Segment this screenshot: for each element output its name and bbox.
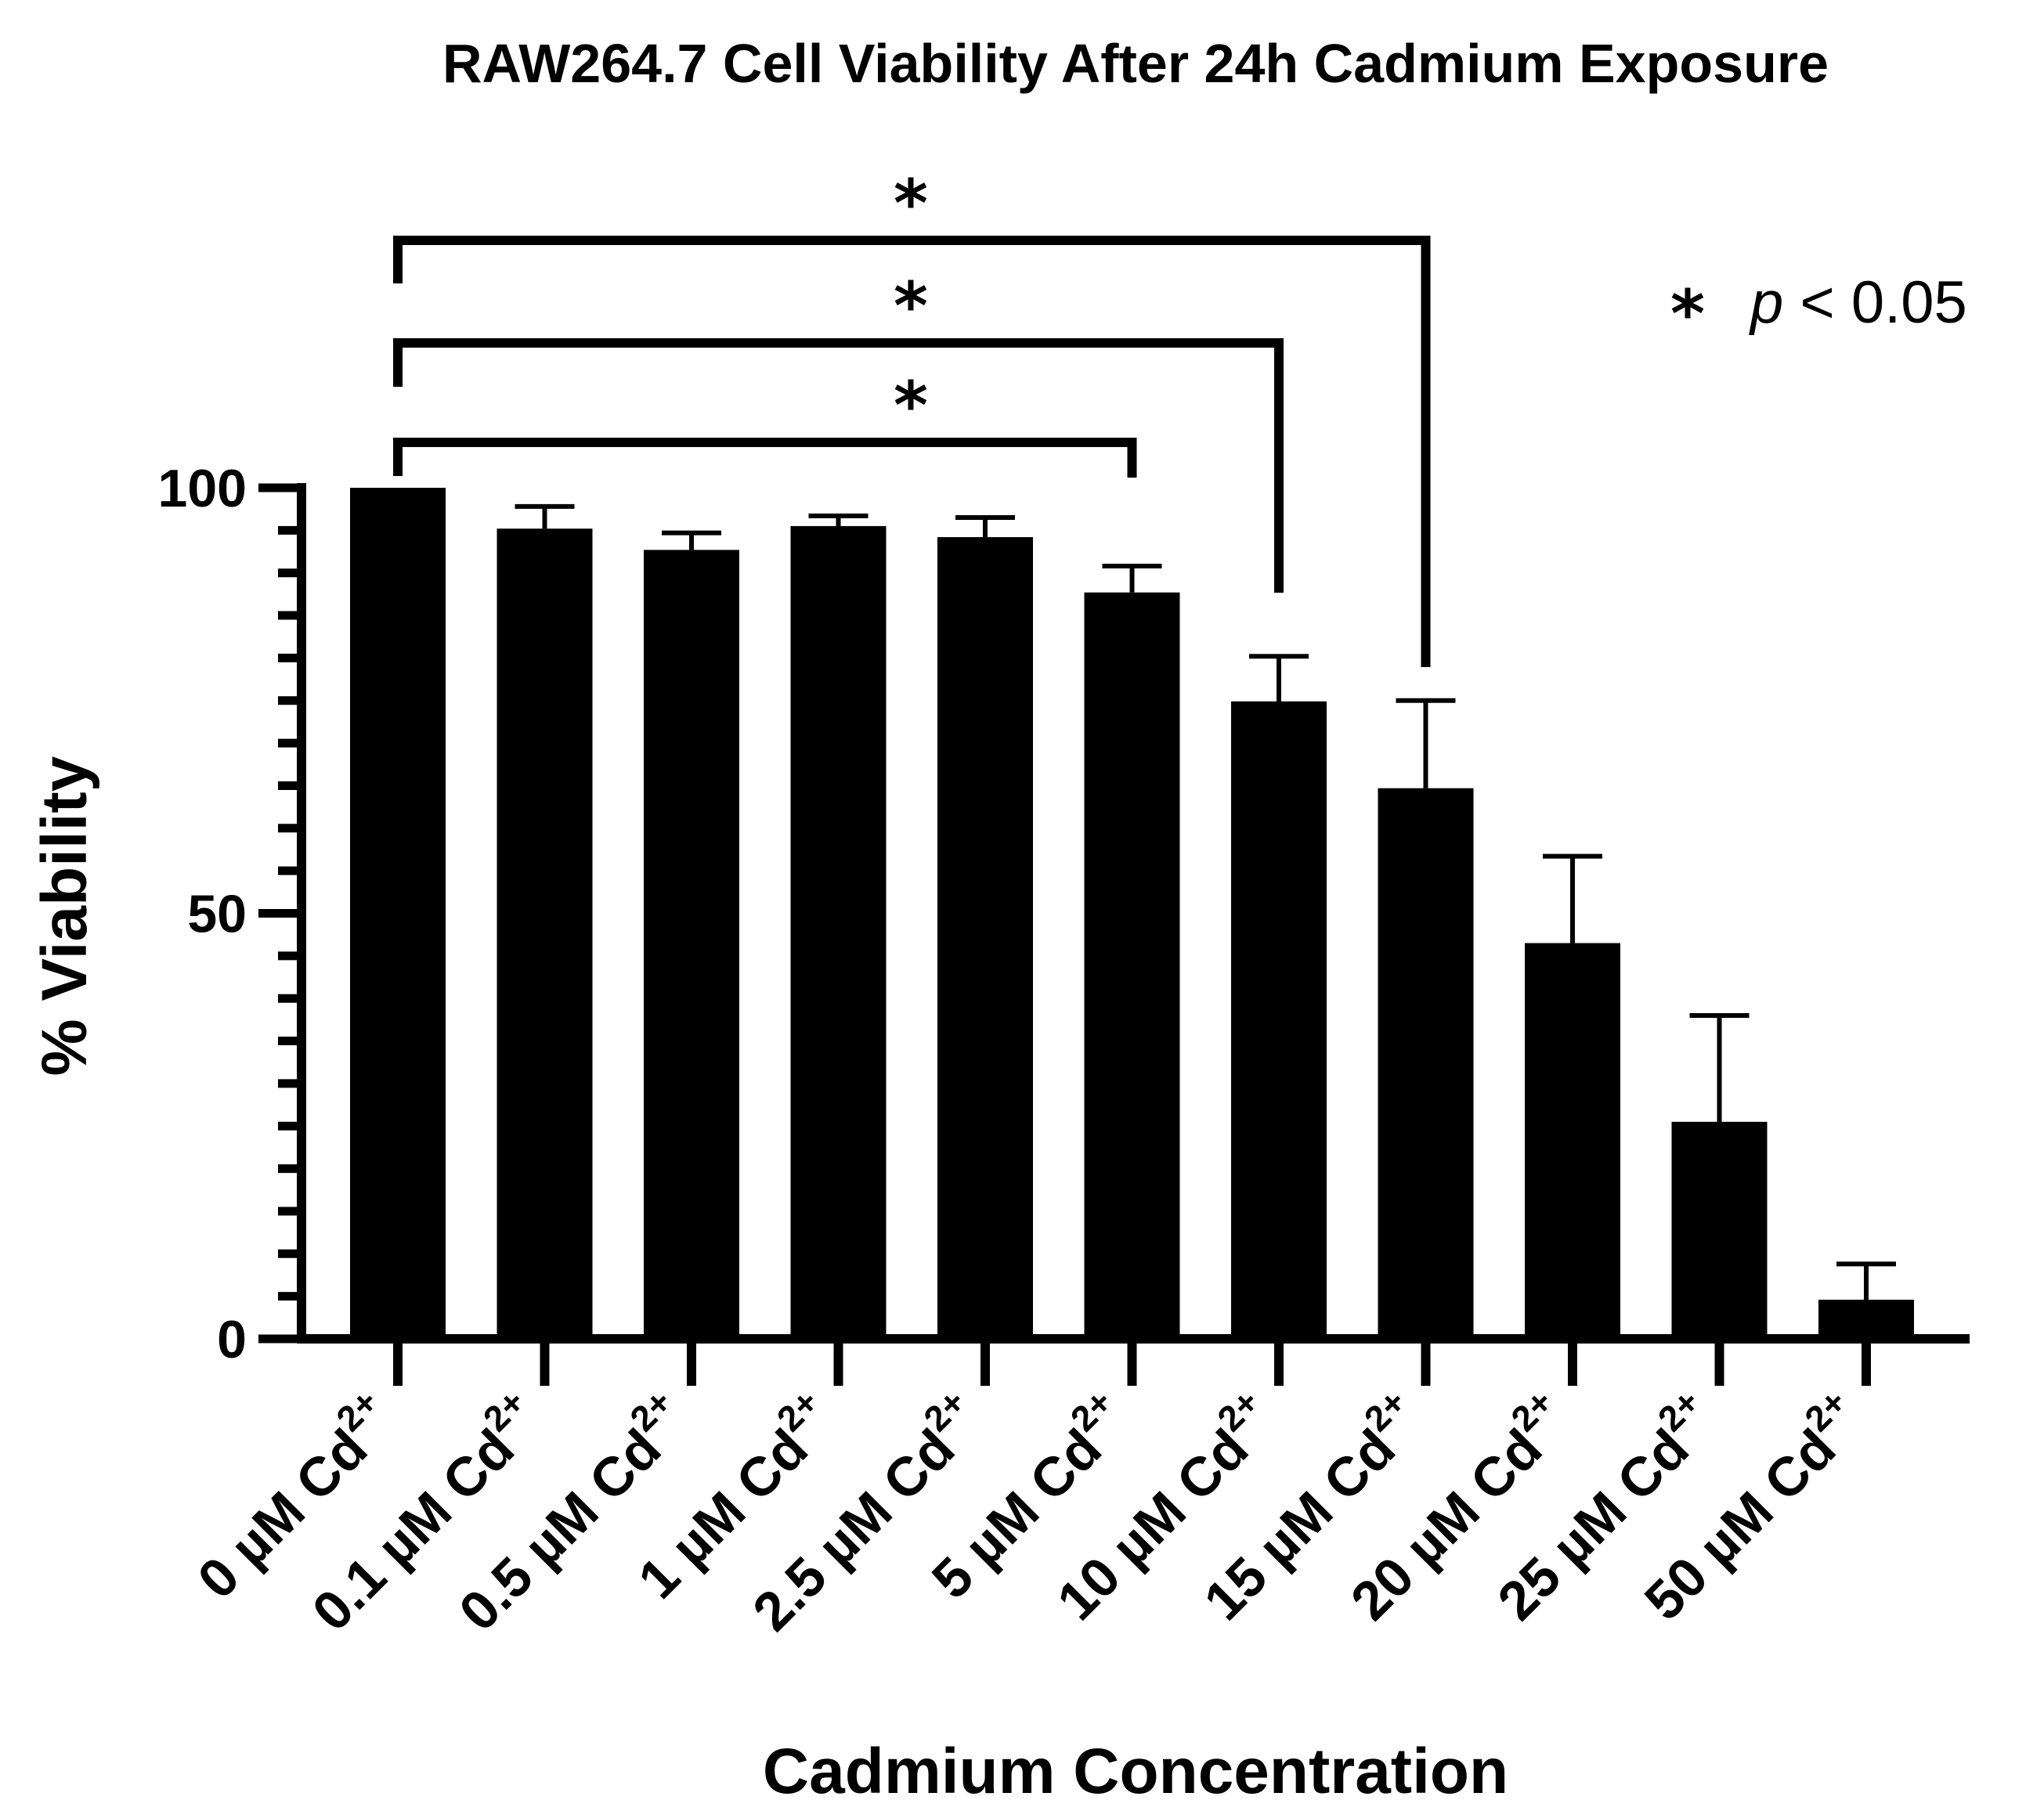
- significance-bracket: [393, 438, 1137, 478]
- legend-p-variable: p: [1749, 269, 1783, 336]
- bar: [497, 528, 593, 1339]
- significance-star: *: [894, 165, 928, 242]
- bar: [790, 525, 887, 1339]
- legend-star: *: [1670, 276, 1705, 352]
- y-tick-label: 50: [187, 885, 247, 944]
- bar: [1525, 943, 1620, 1339]
- bar: [350, 488, 446, 1339]
- significance-legend: * p < 0.05: [1670, 269, 1967, 352]
- bar: [937, 537, 1033, 1339]
- significance-bracket: [393, 236, 1431, 667]
- bar: [1671, 1121, 1768, 1339]
- bar: [1818, 1299, 1914, 1339]
- x-axis-title: Cadmium Concentration: [763, 1736, 1508, 1807]
- y-tick-label: 100: [158, 459, 247, 518]
- bar: [1231, 701, 1327, 1339]
- significance-star: *: [894, 367, 928, 444]
- bar: [1084, 592, 1180, 1339]
- bar: [644, 550, 739, 1339]
- significance-star: *: [894, 268, 928, 344]
- y-axis-title: % Viability: [29, 756, 100, 1076]
- legend-threshold: < 0.05: [1783, 269, 1967, 336]
- legend-p-text: p < 0.05: [1749, 269, 1967, 336]
- bar: [1378, 788, 1474, 1339]
- y-tick-label: 0: [217, 1310, 247, 1369]
- chart-title: RAW264.7 Cell Viability After 24h Cadmiu…: [442, 33, 1829, 94]
- significance-bracket: [393, 338, 1284, 593]
